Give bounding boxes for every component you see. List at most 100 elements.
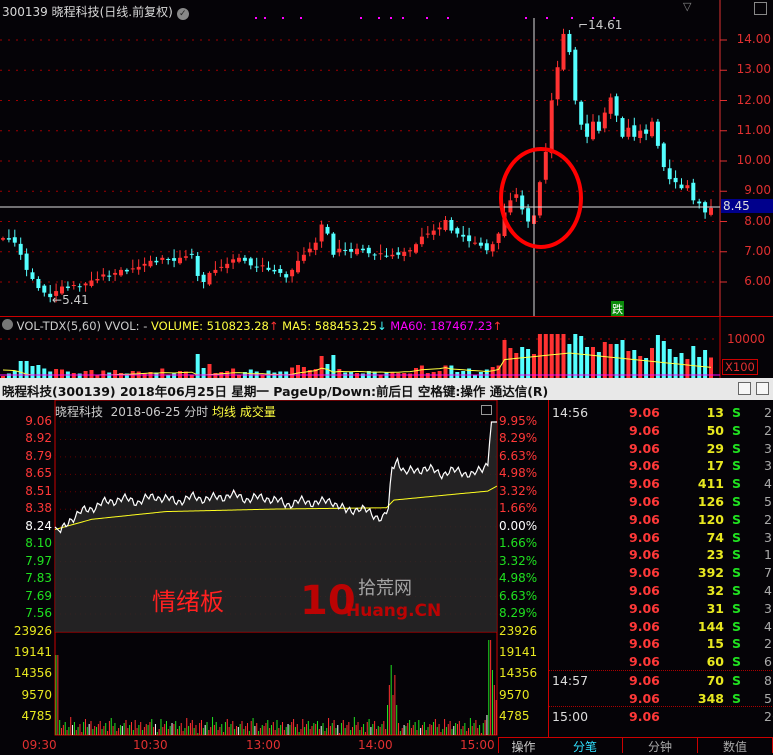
volume-bar [638,356,643,379]
intraday-chart[interactable] [0,400,548,753]
volume-bar [396,373,401,379]
highlight-circle [499,147,583,249]
candle-body [201,274,206,282]
candle-body [638,130,643,139]
candle-body [6,238,11,240]
tab-ticks[interactable]: 分笔 [548,737,623,754]
candle-body [461,234,466,237]
percent-tick: 1.66% [499,536,538,551]
candle-body [396,252,401,255]
dropdown-chevron-icon[interactable]: ▽ [683,0,692,13]
volume-bar [378,374,383,379]
candle-body [296,260,300,273]
volume-bar [296,365,300,379]
tick-row: 9.06 144 S 4 [549,617,773,635]
time-tick: 14:00 [358,738,393,752]
price-line [54,421,497,534]
tab-minutes[interactable]: 分钟 [623,737,698,754]
candle-body [414,244,418,253]
volume-bar [360,373,365,379]
candle-body [95,278,100,281]
tick-row: 9.06 60 S 6 [549,652,773,670]
kline-canvas [0,0,727,316]
candle-body [620,118,625,137]
restore-button[interactable] [738,382,751,395]
candle-body [608,97,613,114]
volume-bar [703,350,708,379]
volume-label[interactable]: 成交量 [239,405,276,419]
intraday-window-titlebar: 晓程科技(300139) 2018年06月25日 星期一 PageUp/Down… [0,378,773,400]
volume-bar [95,374,100,379]
volume-bar [697,357,702,379]
price-axis-label: 6.00 [744,274,771,288]
volume-bar [596,352,601,379]
tick-trade-list[interactable]: 14:56 9.06 13 S 2 9.06 50 S 2 9.06 29 S 3 9.06 17 S 3 9.0… [548,400,773,737]
current-price-badge: 8.45 [721,199,773,213]
tab-values[interactable]: 数值 [698,737,773,754]
price-tick: 8.24 [25,518,52,533]
close-button[interactable] [756,382,769,395]
candle-body [113,272,118,275]
tick-side: S [732,529,742,545]
signal-dot [282,17,284,19]
volume-bar [555,334,560,379]
candle-body [437,227,442,230]
candle-body [119,269,123,276]
signal-dot [390,17,392,19]
signal-dot [378,17,380,19]
volume-bar [419,365,424,379]
volume-bar [343,372,348,379]
candle-body [54,291,59,296]
panel-toggle-icon[interactable] [481,405,492,415]
signal-dot [360,17,362,19]
tick-n: 3 [764,529,772,545]
tick-n: 3 [764,458,772,474]
candle-body [319,224,324,242]
time-tick: 10:30 [133,738,168,752]
vvol-value: VVOL: - [104,319,148,333]
candle-body [626,127,631,137]
intraday-stock-name: 晓程科技 [55,405,104,419]
daily-kline-chart[interactable]: 300139 晓程科技(日线.前复权) ✓ ▽ ⌐14.61 ←5.41 8.45… [0,0,773,317]
volume-panel[interactable] [0,316,773,379]
candle-body [349,249,354,252]
volume-bar [632,350,637,379]
volume-bar [661,341,666,379]
indicator-name[interactable]: VOL-TDX(5,60) [16,319,102,333]
candle-body [42,285,47,293]
volume-bar [248,369,253,379]
tick-side: S [732,600,742,616]
settings-circle-icon[interactable] [2,319,13,330]
tick-price: 9.06 [629,583,660,598]
candle-body [24,253,29,270]
price-axis-label: 7.00 [744,243,771,258]
tick-row: 14:57 9.06 70 S 8 [549,671,773,689]
tick-vol: 74 [706,529,724,545]
percent-tick: 4.98% [499,571,538,586]
price-axis-label: 10.00 [736,153,771,167]
avg-line-label[interactable]: 均线 [212,405,237,419]
tick-vol: 144 [697,618,724,634]
volume-tick-right: 23926 [499,624,538,638]
candle-body [189,253,194,255]
volume-bar [709,357,713,379]
tick-vol: 29 [706,440,724,456]
tick-vol: 348 [697,690,724,706]
candle-body [549,100,554,154]
window-toggle-icon[interactable] [754,2,767,15]
price-tick: 7.97 [25,553,52,568]
candle-body [60,286,64,294]
action-button[interactable]: 操作 [498,737,548,754]
volume-bar [60,369,64,379]
tick-price: 9.06 [629,511,660,527]
volume-bar [508,348,513,379]
tick-price: 9.06 [629,547,660,563]
percent-tick: 1.66% [499,501,538,516]
volume-bar [561,334,566,379]
candle-body [596,121,601,131]
volume-tick: 4785 [21,708,52,723]
candle-body [496,233,501,243]
candle-body [449,219,454,231]
volume-bar [520,347,525,379]
check-circle-icon[interactable]: ✓ [176,8,189,20]
